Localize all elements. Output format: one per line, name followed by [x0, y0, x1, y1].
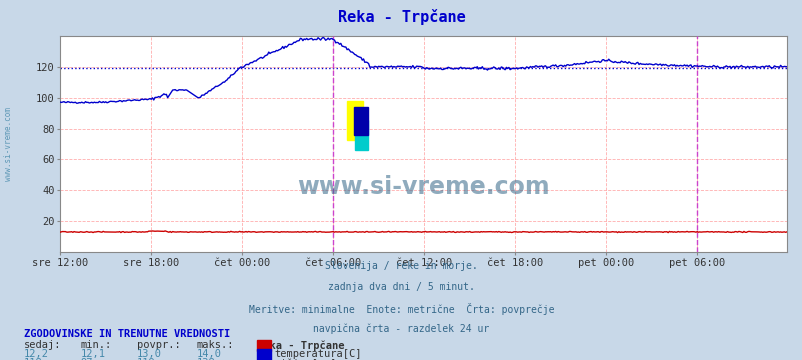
Bar [354, 120, 368, 150]
Text: www.si-vreme.com: www.si-vreme.com [297, 175, 549, 199]
Text: ZGODOVINSKE IN TRENUTNE VREDNOSTI: ZGODOVINSKE IN TRENUTNE VREDNOSTI [24, 329, 230, 339]
Bar [346, 101, 363, 140]
Text: zadnja dva dni / 5 minut.: zadnja dva dni / 5 minut. [328, 282, 474, 292]
Text: min.:: min.: [80, 340, 111, 350]
Text: Meritve: minimalne  Enote: metrične  Črta: povprečje: Meritve: minimalne Enote: metrične Črta:… [249, 303, 553, 315]
Text: 119: 119 [136, 358, 155, 360]
Text: povpr.:: povpr.: [136, 340, 180, 350]
Text: 12,2: 12,2 [24, 349, 49, 359]
Text: www.si-vreme.com: www.si-vreme.com [3, 107, 13, 181]
Text: maks.:: maks.: [196, 340, 234, 350]
Text: Slovenija / reke in morje.: Slovenija / reke in morje. [325, 261, 477, 271]
Text: Reka - Trpčane: Reka - Trpčane [257, 340, 344, 351]
Text: sedaj:: sedaj: [24, 340, 62, 350]
Text: 14,0: 14,0 [196, 349, 221, 359]
Text: 138: 138 [196, 358, 215, 360]
Text: temperatura[C]: temperatura[C] [274, 349, 362, 359]
Text: 13,0: 13,0 [136, 349, 161, 359]
Text: 97: 97 [80, 358, 93, 360]
Text: 118: 118 [24, 358, 43, 360]
Text: Reka - Trpčane: Reka - Trpčane [337, 9, 465, 25]
Bar [354, 107, 368, 135]
Text: 12,1: 12,1 [80, 349, 105, 359]
Text: navpična črta - razdelek 24 ur: navpična črta - razdelek 24 ur [313, 324, 489, 334]
Text: višina[cm]: višina[cm] [274, 358, 337, 360]
